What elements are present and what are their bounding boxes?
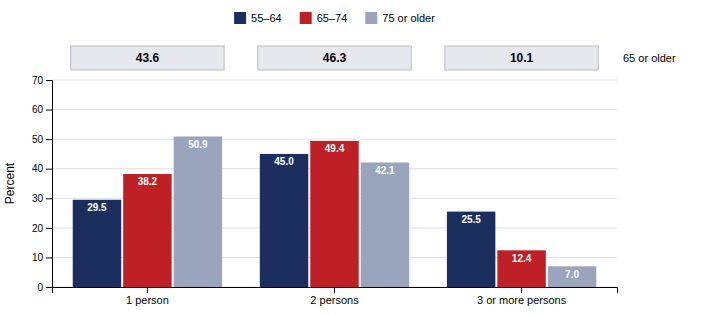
tick-label: 1 person (126, 294, 169, 306)
table-cell (445, 46, 598, 70)
bar (447, 212, 495, 287)
data-label: 50.9 (188, 139, 208, 150)
legend-label: 65–74 (317, 12, 348, 24)
tick: 70 (32, 75, 52, 86)
table-value: 10.1 (510, 51, 534, 65)
legend-swatch (365, 12, 377, 24)
legend-label: 75 or older (382, 12, 435, 24)
tick-label: 0 (37, 282, 43, 293)
chart: 0 10 20 30 40 50 60 70 1 person 2 persons 3 or mor… (0, 0, 701, 315)
tick: 3 or more persons (477, 287, 567, 306)
bar (497, 250, 545, 287)
data-label: 42.1 (375, 165, 395, 176)
tick: 20 (32, 223, 52, 234)
legend-swatch (234, 12, 246, 24)
data-label: 49.4 (325, 143, 345, 154)
table-value: 46.3 (323, 51, 347, 65)
tick: 30 (32, 193, 52, 204)
legend-swatch (300, 12, 312, 24)
data-label: 45.0 (274, 156, 294, 167)
bar (73, 200, 121, 287)
tick-label: 40 (32, 163, 44, 174)
grid-line (52, 80, 617, 81)
tick: 10 (32, 252, 52, 263)
tick-label: 60 (32, 104, 44, 115)
table-value: 43.6 (136, 51, 160, 65)
data-labels: 29.5 45.0 25.5 38.2 49.4 12.4 50.9 42.1 7.0 (87, 139, 579, 280)
grid-line (52, 139, 617, 140)
tick-label: 3 or more persons (477, 294, 567, 306)
tick-label: 30 (32, 193, 44, 204)
bars (73, 136, 597, 287)
y-axis: 0 10 20 30 40 50 60 70 (32, 75, 53, 293)
grid-line (52, 109, 617, 110)
tick-label: 70 (32, 75, 44, 86)
tick-mark (334, 287, 335, 293)
legend-item: 75 or older (365, 12, 435, 24)
table: 43.6 46.3 10.1 65 or older (71, 46, 676, 70)
bar (361, 163, 409, 287)
tick-label: 20 (32, 223, 44, 234)
tick-mark (46, 198, 52, 199)
axis-title: Percent (3, 162, 17, 204)
tick-mark (46, 287, 52, 288)
axis-line (46, 81, 53, 288)
data-label: 38.2 (138, 176, 158, 187)
tick-label: 10 (32, 252, 44, 263)
tick: 50 (32, 134, 52, 145)
tick-mark (46, 110, 52, 111)
tick-mark (46, 139, 52, 140)
table-cell (71, 46, 224, 70)
tick-label: 2 persons (310, 294, 359, 306)
bar (174, 136, 222, 287)
bar (310, 141, 358, 287)
legend-item: 65–74 (300, 12, 348, 24)
plot: 0 10 20 30 40 50 60 70 1 person 2 persons 3 or mor… (3, 46, 676, 306)
legend-label: 55–64 (251, 12, 282, 24)
tick: 40 (32, 163, 52, 174)
tick-mark (46, 80, 52, 81)
x-axis: 1 person 2 persons 3 or more persons (53, 287, 618, 306)
tick: 60 (32, 104, 52, 115)
axis-line (53, 288, 618, 294)
tick: 0 (37, 282, 52, 293)
data-label: 25.5 (461, 214, 481, 225)
tick-label: 50 (32, 134, 44, 145)
tick-mark (46, 228, 52, 229)
legend: 55–64 65–74 75 or older (234, 12, 435, 24)
bar (548, 266, 596, 287)
data-label: 12.4 (512, 253, 532, 264)
tick: 1 person (126, 287, 169, 306)
legend-item: 55–64 (234, 12, 282, 24)
bar (260, 154, 308, 287)
tick: 2 persons (310, 287, 359, 306)
grid (52, 80, 617, 287)
bar (123, 174, 171, 287)
table-label: 65 or older (623, 52, 676, 64)
tick-mark (147, 287, 148, 293)
table-cell (258, 46, 411, 70)
data-label: 7.0 (565, 269, 579, 280)
tick-mark (521, 287, 522, 293)
data-label: 29.5 (87, 202, 107, 213)
tick-mark (46, 169, 52, 170)
tick-mark (46, 257, 52, 258)
